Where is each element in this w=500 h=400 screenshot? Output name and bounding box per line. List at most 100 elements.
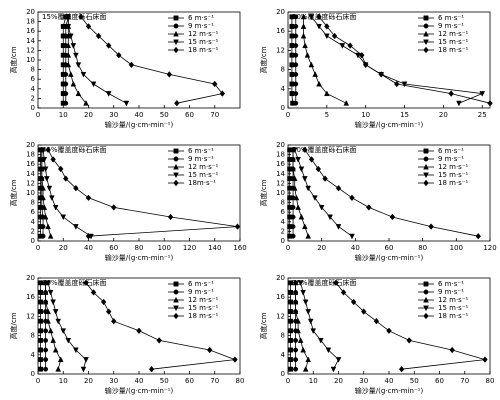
- data-point: [292, 279, 299, 286]
- data-point: [75, 62, 82, 68]
- x-axis-label: 输沙量/(g·cm-min⁻¹): [105, 386, 174, 395]
- x-tick-label: 80: [236, 377, 245, 385]
- data-point: [293, 33, 299, 39]
- y-tick-label: 4: [281, 218, 286, 226]
- legend-marker: [423, 281, 429, 287]
- y-tick-label: 10: [26, 189, 35, 197]
- data-point: [38, 318, 43, 324]
- y-tick-label: 12: [26, 179, 35, 187]
- x-tick-label: 40: [84, 244, 93, 252]
- legend-marker: [423, 312, 429, 320]
- data-point: [289, 14, 295, 20]
- data-point: [293, 43, 299, 49]
- y-tick-label: 12: [276, 179, 285, 187]
- x-tick-label: 20: [439, 111, 448, 119]
- data-point: [335, 224, 342, 230]
- y-tick-label: 6: [281, 208, 286, 216]
- legend-marker: [423, 172, 429, 179]
- data-point: [288, 318, 293, 324]
- y-tick-label: 14: [26, 37, 35, 45]
- y-axis-label: 高度/cm: [9, 179, 18, 206]
- data-point: [307, 318, 314, 325]
- data-point: [50, 337, 56, 343]
- data-point: [293, 194, 300, 201]
- x-tick-label: 40: [135, 111, 144, 119]
- data-point: [305, 356, 312, 363]
- legend-label: 15 m·s⁻¹: [188, 304, 219, 312]
- data-point: [362, 61, 369, 69]
- y-tick-label: 4: [31, 218, 36, 226]
- series-line: [62, 16, 67, 104]
- data-point: [312, 195, 318, 201]
- data-point: [105, 91, 112, 97]
- data-point: [45, 146, 51, 154]
- data-point: [55, 366, 62, 372]
- y-tick-label: 8: [31, 66, 35, 74]
- data-point: [448, 90, 454, 97]
- data-point: [289, 52, 295, 58]
- data-point: [343, 100, 350, 106]
- data-point: [234, 223, 241, 230]
- panel-title: 75%覆盖度砾石床面: [292, 278, 357, 287]
- y-tick-label: 8: [281, 66, 285, 74]
- data-point: [475, 232, 481, 240]
- data-point: [300, 13, 307, 20]
- y-tick-label: 0: [31, 104, 35, 112]
- data-point: [288, 347, 293, 353]
- x-tick-label: 0: [286, 377, 290, 385]
- data-point: [123, 100, 130, 107]
- y-tick-label: 20: [26, 274, 35, 282]
- data-point: [293, 81, 299, 87]
- x-axis-label: 输沙量/(g·cm-min⁻¹): [105, 253, 174, 262]
- series-line: [42, 149, 92, 237]
- x-axis-label: 输沙量/(g·cm-min⁻¹): [355, 120, 424, 129]
- data-point: [38, 175, 45, 182]
- data-point: [293, 347, 299, 353]
- data-point: [293, 100, 299, 106]
- panel-title: 45%覆盖度砾石床面: [42, 145, 107, 154]
- series-line: [41, 149, 52, 237]
- data-point: [40, 147, 46, 153]
- legend-marker: [173, 163, 179, 170]
- data-point: [289, 91, 295, 97]
- data-point: [349, 233, 355, 240]
- data-point: [305, 233, 312, 239]
- data-point: [111, 317, 117, 325]
- y-tick-label: 4: [31, 351, 36, 359]
- data-point: [38, 309, 43, 315]
- x-tick-label: 60: [185, 111, 194, 119]
- data-point: [297, 337, 304, 343]
- plot-frame: [287, 11, 491, 109]
- data-point: [174, 99, 180, 107]
- data-point: [318, 337, 324, 344]
- y-tick-label: 0: [281, 104, 285, 112]
- legend-label: 12 m·s⁻¹: [438, 296, 469, 304]
- x-tick-label: 50: [160, 377, 169, 385]
- data-point: [315, 165, 322, 173]
- data-point: [70, 43, 77, 49]
- data-point: [287, 195, 293, 201]
- data-point: [40, 224, 46, 230]
- x-tick-label: 40: [385, 377, 394, 385]
- data-point: [85, 194, 92, 202]
- data-point: [291, 147, 298, 153]
- data-point: [288, 337, 293, 343]
- x-tick-label: 15: [400, 111, 409, 119]
- data-point: [57, 356, 64, 363]
- data-point: [316, 80, 322, 87]
- y-tick-label: 20: [26, 141, 35, 149]
- panel-title: 30%覆盖度砾石床面: [292, 12, 357, 21]
- data-point: [350, 298, 357, 306]
- data-point: [105, 42, 112, 49]
- y-tick-label: 2: [31, 94, 35, 102]
- x-tick-label: 80: [135, 244, 144, 252]
- x-tick-label: 40: [351, 244, 360, 252]
- x-tick-label: 60: [185, 377, 194, 385]
- data-point: [335, 357, 342, 363]
- x-tick-label: 20: [317, 244, 326, 252]
- y-tick-label: 14: [276, 170, 285, 178]
- x-tick-label: 10: [59, 111, 68, 119]
- legend-marker: [173, 305, 179, 312]
- data-point: [46, 185, 53, 192]
